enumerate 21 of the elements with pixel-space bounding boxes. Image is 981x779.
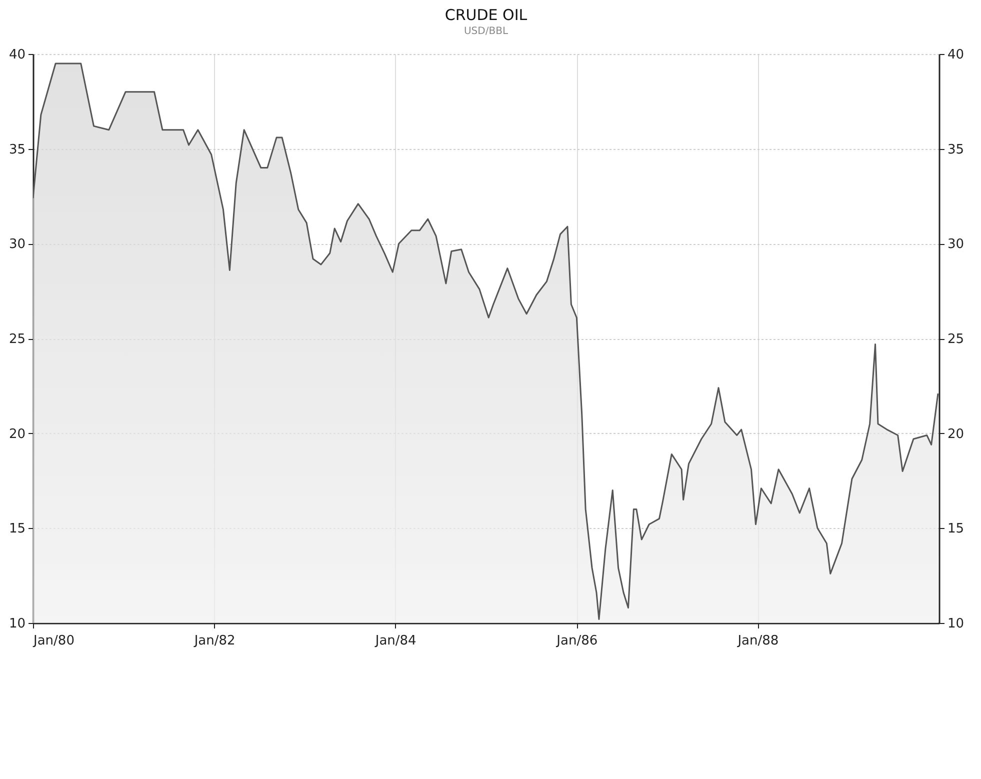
y2-tick-label: 30 <box>948 237 964 252</box>
x-tick-label: Jan/80 <box>32 634 74 648</box>
y2-tick-label: 25 <box>948 332 964 347</box>
y2-tick-label: 10 <box>948 616 964 632</box>
y-tick-label: 30 <box>8 237 26 252</box>
x-tick-label: Jan/88 <box>736 634 779 648</box>
y2-tick-label: 35 <box>948 142 964 158</box>
chart-title: CRUDE OIL <box>444 6 528 24</box>
y2-tick-label: 15 <box>948 522 964 537</box>
x-tick-label: Jan/82 <box>193 634 236 648</box>
x-tick-label: Jan/84 <box>374 634 416 648</box>
y-tick-label: 25 <box>8 332 26 347</box>
y2-tick-label: 40 <box>948 48 964 62</box>
y-tick-label: 10 <box>8 616 26 632</box>
y-tick-label: 15 <box>8 522 26 537</box>
y-tick-label: 35 <box>8 142 26 158</box>
y2-tick-label: 20 <box>948 426 964 442</box>
y-tick-label: 40 <box>8 48 26 62</box>
chart-subtitle: USD/BBL <box>464 26 508 37</box>
x-tick-label: Jan/86 <box>556 634 598 648</box>
y-tick-label: 20 <box>8 426 26 442</box>
